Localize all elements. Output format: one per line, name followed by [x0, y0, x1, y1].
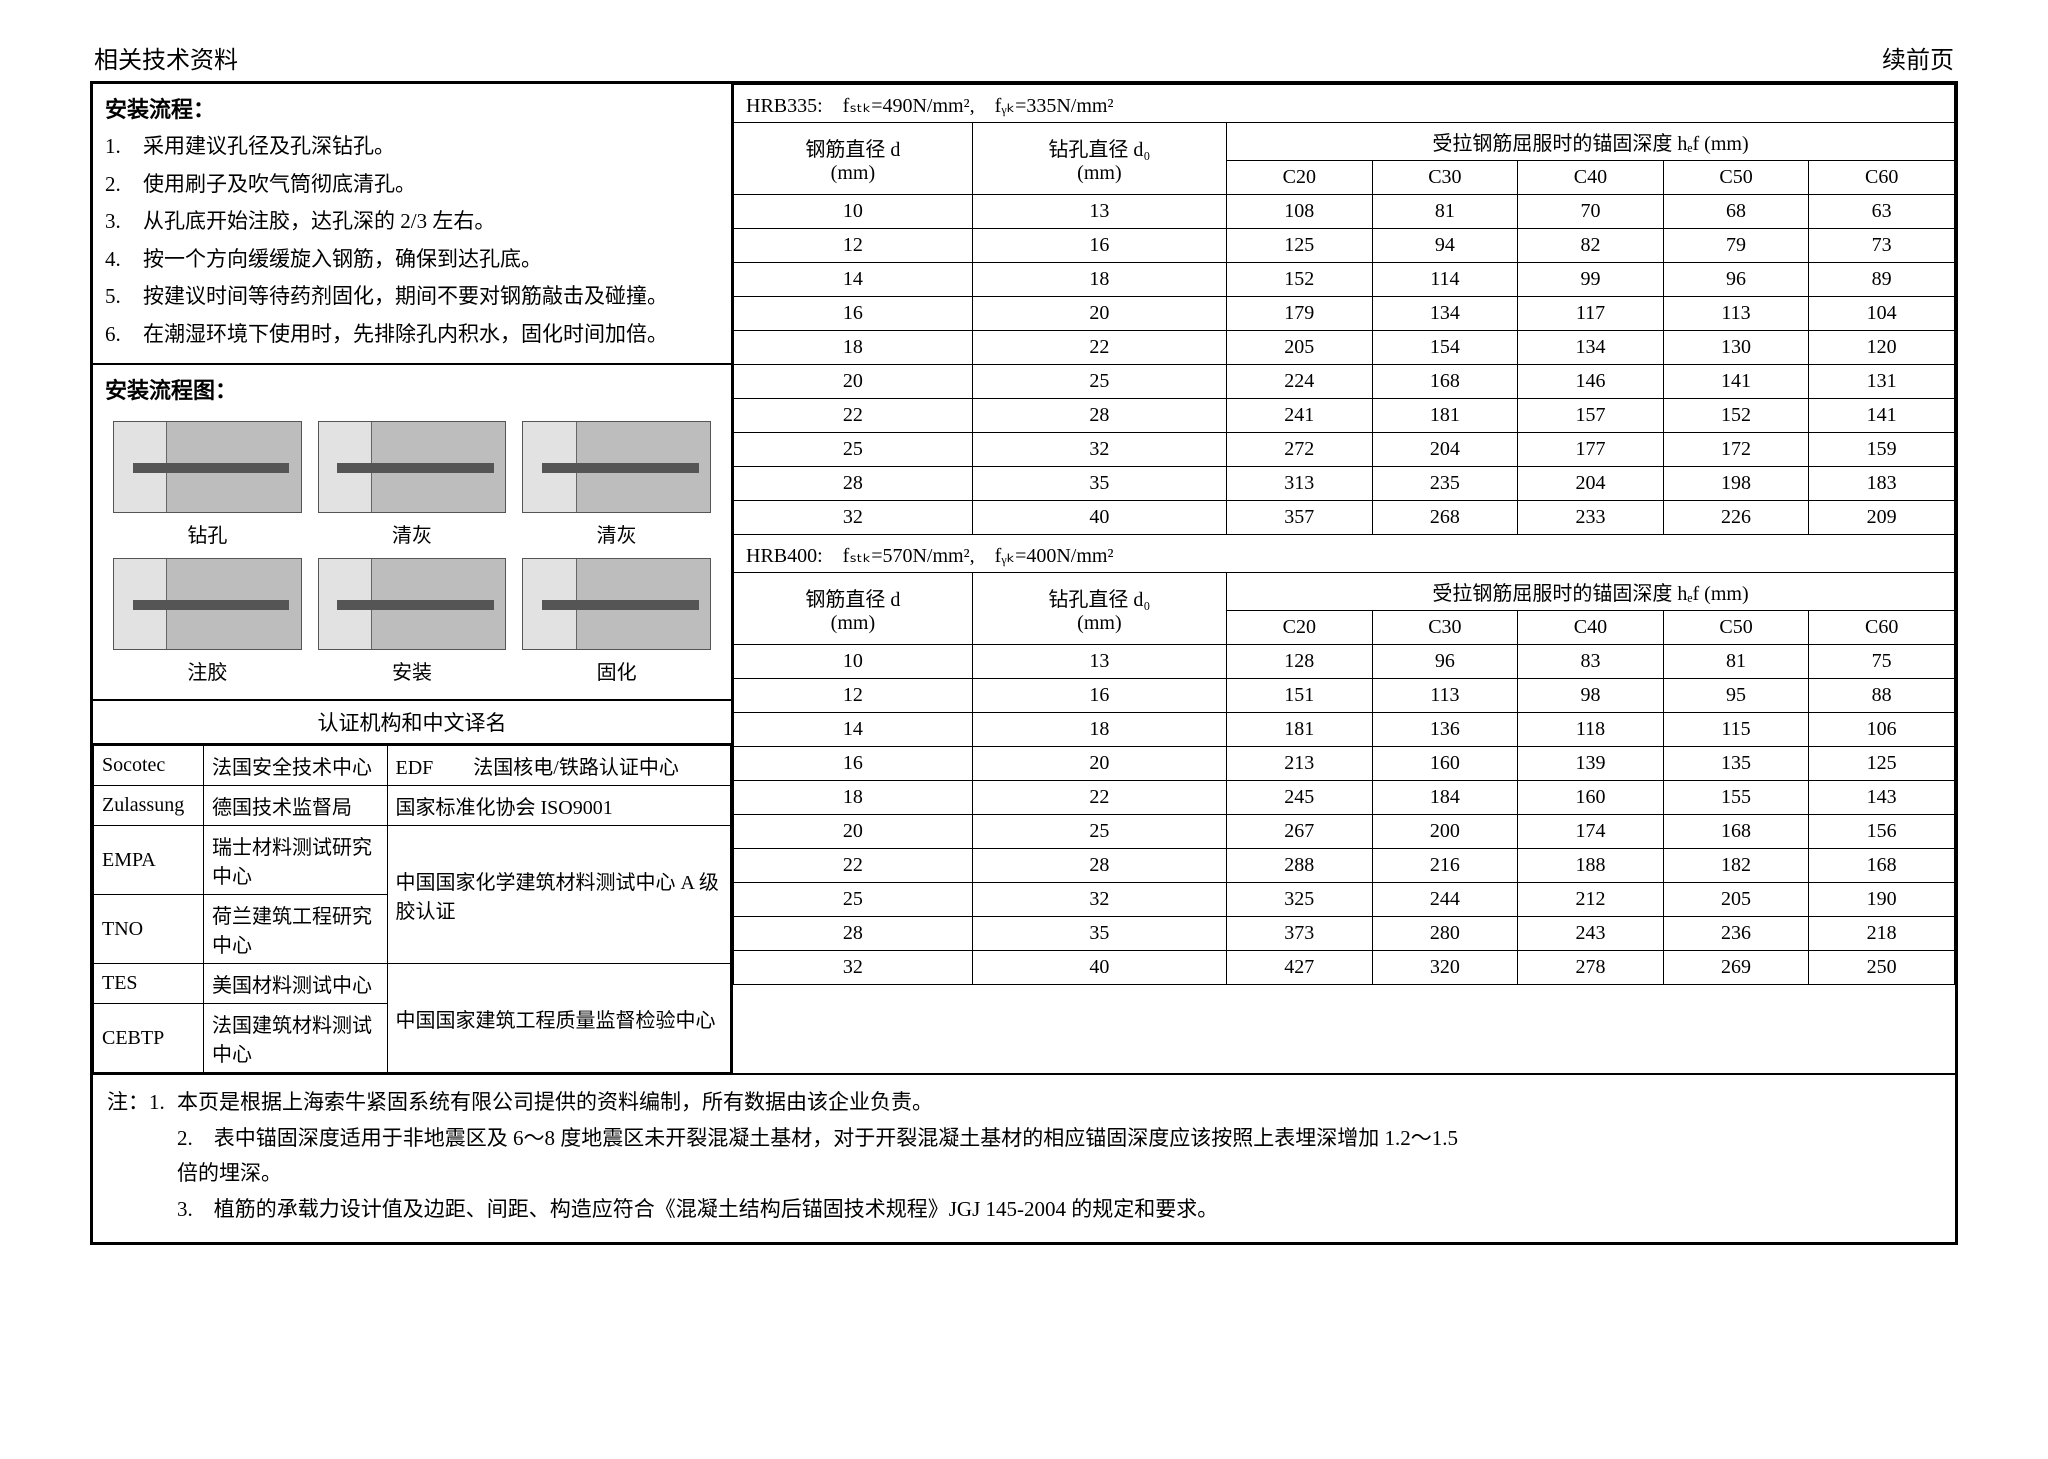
table-row: 2228288216188182168	[734, 849, 1955, 883]
diagram-cell: 清灰	[318, 421, 507, 548]
table-row: 1822245184160155143	[734, 781, 1955, 815]
table-row: 1216151113989588	[734, 679, 1955, 713]
table-row: 121612594827973	[734, 229, 1955, 263]
table-row: 2532272204177172159	[734, 433, 1955, 467]
table-row: 1620179134117113104	[734, 297, 1955, 331]
anchor-depth-table: HRB335: fₛₜₖ=490N/mm², fᵧₖ=335N/mm²钢筋直径 …	[733, 84, 1955, 985]
hrb-header: HRB335: fₛₜₖ=490N/mm², fᵧₖ=335N/mm²	[734, 85, 1955, 123]
table-row: 1418152114999689	[734, 263, 1955, 297]
diagram-cell: 钻孔	[113, 421, 302, 548]
hrb-header: HRB400: fₛₜₖ=570N/mm², fᵧₖ=400N/mm²	[734, 535, 1955, 573]
table-row: 1822205154134130120	[734, 331, 1955, 365]
table-row: 101312896838175	[734, 645, 1955, 679]
install-step: 6.在潮湿环境下使用时，先排除孔内积水，固化时间加倍。	[105, 316, 719, 354]
note-3: 3. 植筋的承载力设计值及边距、间距、构造应符合《混凝土结构后锚固技术规程》JG…	[107, 1192, 1941, 1228]
install-step: 2.使用刷子及吹气筒彻底清孔。	[105, 166, 719, 204]
cert-table: Socotec法国安全技术中心EDF 法国核电/铁路认证中心Zulassung德…	[93, 745, 731, 1073]
diagram-cell: 固化	[522, 558, 711, 685]
diagram-cell: 安装	[318, 558, 507, 685]
table-row: 3240357268233226209	[734, 501, 1955, 535]
table-row: 2228241181157152141	[734, 399, 1955, 433]
cert-row: Socotec法国安全技术中心EDF 法国核电/铁路认证中心	[94, 746, 731, 786]
footnotes: 注：1.本页是根据上海索牛紧固系统有限公司提供的资料编制，所有数据由该企业负责。…	[93, 1073, 1955, 1242]
table-row: 2025267200174168156	[734, 815, 1955, 849]
diagram-title: 安装流程图：	[93, 365, 731, 409]
note-2a: 2. 表中锚固深度适用于非地震区及 6～8 度地震区未开裂混凝土基材，对于开裂混…	[107, 1121, 1941, 1157]
diagram-cell: 注胶	[113, 558, 302, 685]
table-row: 2835313235204198183	[734, 467, 1955, 501]
install-step: 5.按建议时间等待药剂固化，期间不要对钢筋敲击及碰撞。	[105, 278, 719, 316]
table-row: 2532325244212205190	[734, 883, 1955, 917]
doc-title: 相关技术资料	[94, 40, 238, 75]
table-row: 1418181136118115106	[734, 713, 1955, 747]
cert-row: Zulassung德国技术监督局国家标准化协会 ISO9001	[94, 786, 731, 826]
page-continued: 续前页	[1882, 40, 1954, 75]
diagram-cell: 清灰	[522, 421, 711, 548]
table-row: 2835373280243236218	[734, 917, 1955, 951]
install-step: 1.采用建议孔径及孔深钻孔。	[105, 128, 719, 166]
install-step: 3.从孔底开始注胶，达孔深的 2/3 左右。	[105, 203, 719, 241]
note-2b: 倍的埋深。	[107, 1156, 1941, 1192]
cert-row: EMPA瑞士材料测试研究中心中国国家化学建筑材料测试中心 A 级胶认证	[94, 826, 731, 895]
table-row: 1620213160139135125	[734, 747, 1955, 781]
main-frame: 安装流程： 1.采用建议孔径及孔深钻孔。2.使用刷子及吹气筒彻底清孔。3.从孔底…	[90, 81, 1958, 1245]
install-step: 4.按一个方向缓缓旋入钢筋，确保到达孔底。	[105, 241, 719, 279]
table-row: 3240427320278269250	[734, 951, 1955, 985]
install-title: 安装流程：	[93, 84, 731, 128]
table-row: 2025224168146141131	[734, 365, 1955, 399]
cert-title: 认证机构和中文译名	[93, 701, 731, 745]
note-1-label: 注：1.	[107, 1085, 177, 1121]
table-row: 101310881706863	[734, 195, 1955, 229]
note-1: 本页是根据上海索牛紧固系统有限公司提供的资料编制，所有数据由该企业负责。	[177, 1085, 933, 1121]
cert-row: TES美国材料测试中心中国国家建筑工程质量监督检验中心	[94, 964, 731, 1004]
